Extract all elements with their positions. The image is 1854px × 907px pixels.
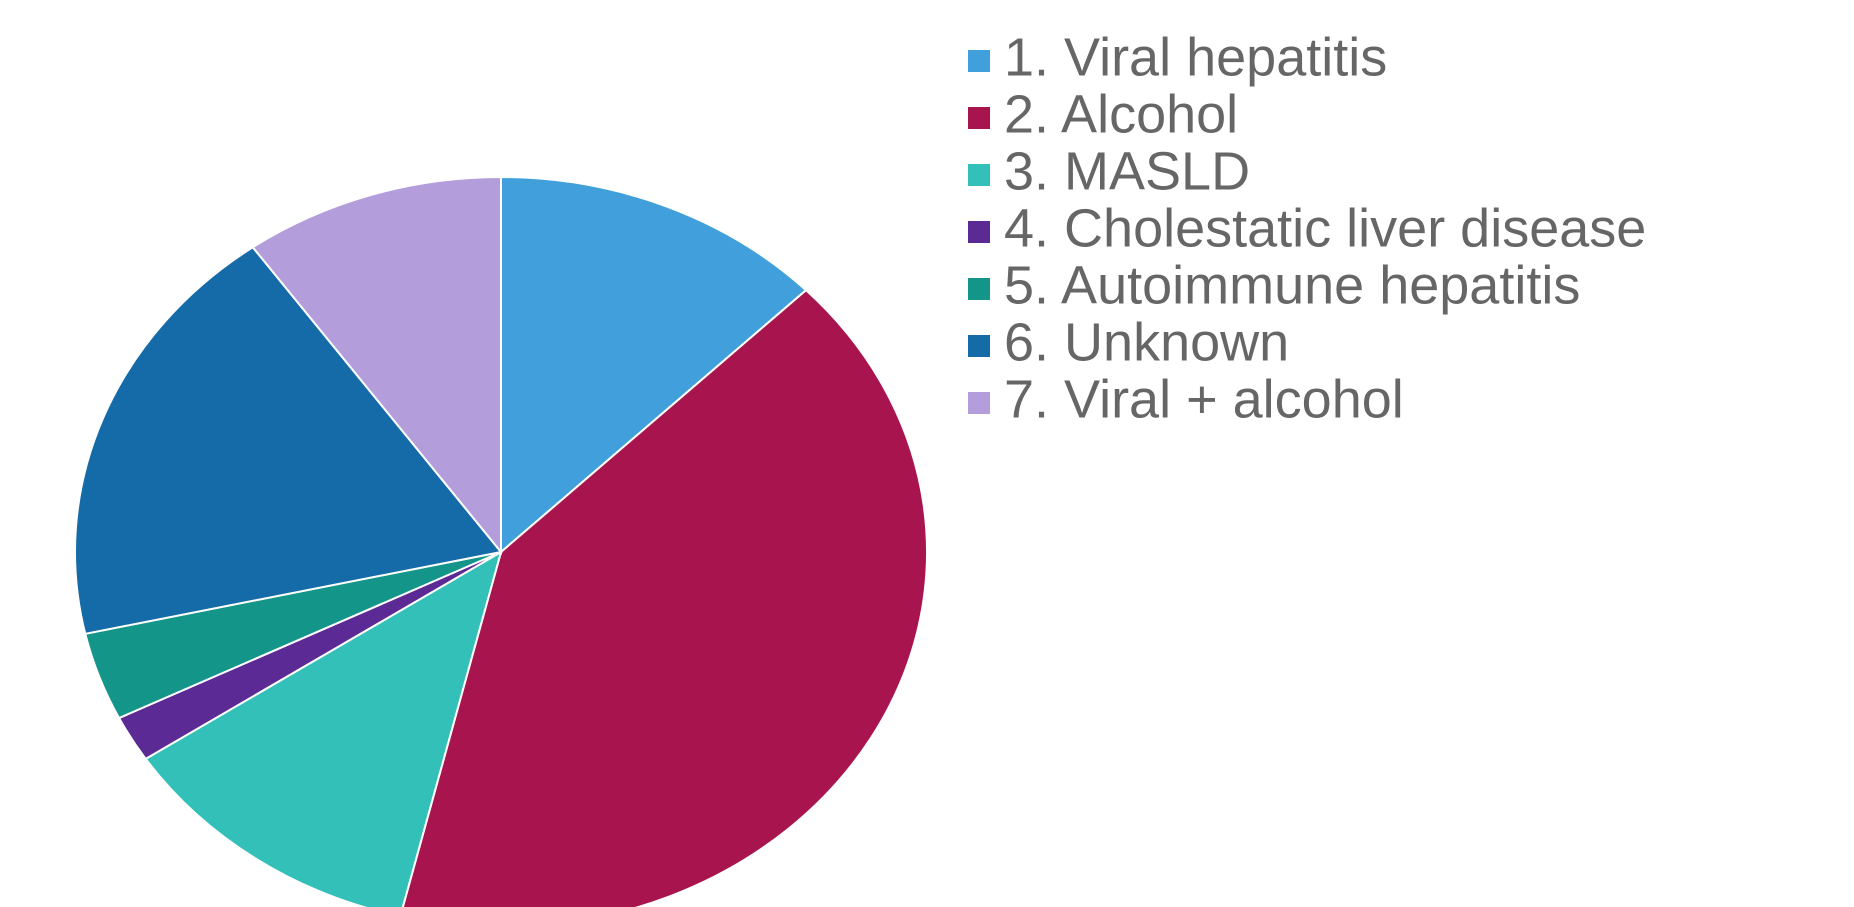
- legend-label: 6. Unknown: [1004, 312, 1289, 372]
- pie-slice: [74, 245, 503, 635]
- legend-swatch: [968, 50, 990, 72]
- legend-label: 2. Alcohol: [1004, 84, 1238, 144]
- pie-slice: [144, 549, 503, 907]
- legend-swatch: [968, 107, 990, 129]
- legend-label: 4. Cholestatic liver disease: [1004, 198, 1646, 258]
- legend-label: 7. Viral + alcohol: [1004, 369, 1404, 429]
- legend-swatch: [968, 164, 990, 186]
- pie-slice: [401, 288, 928, 907]
- legend-swatch: [968, 278, 990, 300]
- legend-swatch: [968, 221, 990, 243]
- pie-slice: [251, 175, 502, 555]
- legend-label: 5. Autoimmune hepatitis: [1004, 255, 1580, 315]
- legend-swatch: [968, 392, 990, 414]
- legend-swatch: [968, 335, 990, 357]
- pie-slice: [500, 175, 808, 555]
- legend-label: 3. MASLD: [1004, 141, 1250, 201]
- legend-label: 1. Viral hepatitis: [1004, 27, 1387, 87]
